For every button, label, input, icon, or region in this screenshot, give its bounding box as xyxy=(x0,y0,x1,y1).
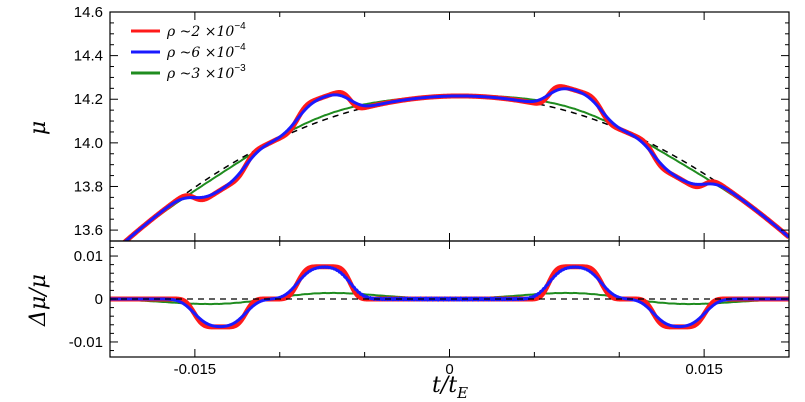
axis-ticks xyxy=(109,11,790,357)
top-y-tick-label: 13.8 xyxy=(74,178,103,195)
x-axis-label-subscript: E xyxy=(456,384,468,402)
x-tick-labels: -0.015 0 0.015 xyxy=(174,361,723,378)
legend-entry: ρ ~2 ×10−4 xyxy=(166,21,246,40)
top-y-tick-label: 13.6 xyxy=(74,222,103,239)
legend-entry-label: ρ ~3 ×10 xyxy=(166,66,234,82)
top-panel-curves xyxy=(122,84,789,241)
legend-entry-exponent: −4 xyxy=(234,42,246,53)
bottom-y-tick-label: 0 xyxy=(95,291,103,308)
reference-curve xyxy=(124,95,789,241)
x-tick-label: 0 xyxy=(445,361,453,378)
series-line-blue xyxy=(123,87,789,241)
legend-entry: ρ ~3 ×10−3 xyxy=(166,63,246,82)
legend-entry-label: ρ ~2 ×10 xyxy=(166,24,234,40)
top-y-tick-labels: 13.6 13.8 14.0 14.2 14.4 14.6 xyxy=(74,4,103,239)
bottom-y-tick-labels: -0.01 0 0.01 xyxy=(69,248,103,351)
top-y-tick-label: 14.6 xyxy=(74,4,103,21)
x-tick-label: -0.015 xyxy=(174,361,217,378)
legend-entry-label: ρ ~6 ×10 xyxy=(166,45,234,61)
bottom-y-tick-label: -0.01 xyxy=(69,334,103,351)
bottom-panel-curves xyxy=(110,264,789,330)
x-axis-label: t/tE xyxy=(432,373,468,402)
bottom-y-axis-label: Δμ/μ xyxy=(26,274,51,327)
top-y-tick-label: 14.4 xyxy=(74,48,103,65)
top-y-tick-label: 14.2 xyxy=(74,91,103,108)
series-line-blue xyxy=(110,265,789,329)
legend-entry-exponent: −4 xyxy=(234,21,246,32)
legend-entry: ρ ~6 ×10−4 xyxy=(166,42,246,61)
legend: ρ ~2 ×10−4 ρ ~6 ×10−4 ρ ~3 ×10−3 xyxy=(131,21,246,82)
x-tick-label: 0.015 xyxy=(685,361,723,378)
top-y-tick-label: 14.0 xyxy=(74,135,103,152)
bottom-y-tick-label: 0.01 xyxy=(74,248,103,265)
top-y-axis-label: μ xyxy=(26,121,51,135)
x-axis-label-main: t/t xyxy=(432,373,457,398)
legend-entry-exponent: −3 xyxy=(234,63,246,74)
